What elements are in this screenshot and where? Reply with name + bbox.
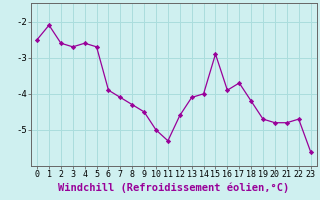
X-axis label: Windchill (Refroidissement éolien,°C): Windchill (Refroidissement éolien,°C) [58, 182, 290, 193]
